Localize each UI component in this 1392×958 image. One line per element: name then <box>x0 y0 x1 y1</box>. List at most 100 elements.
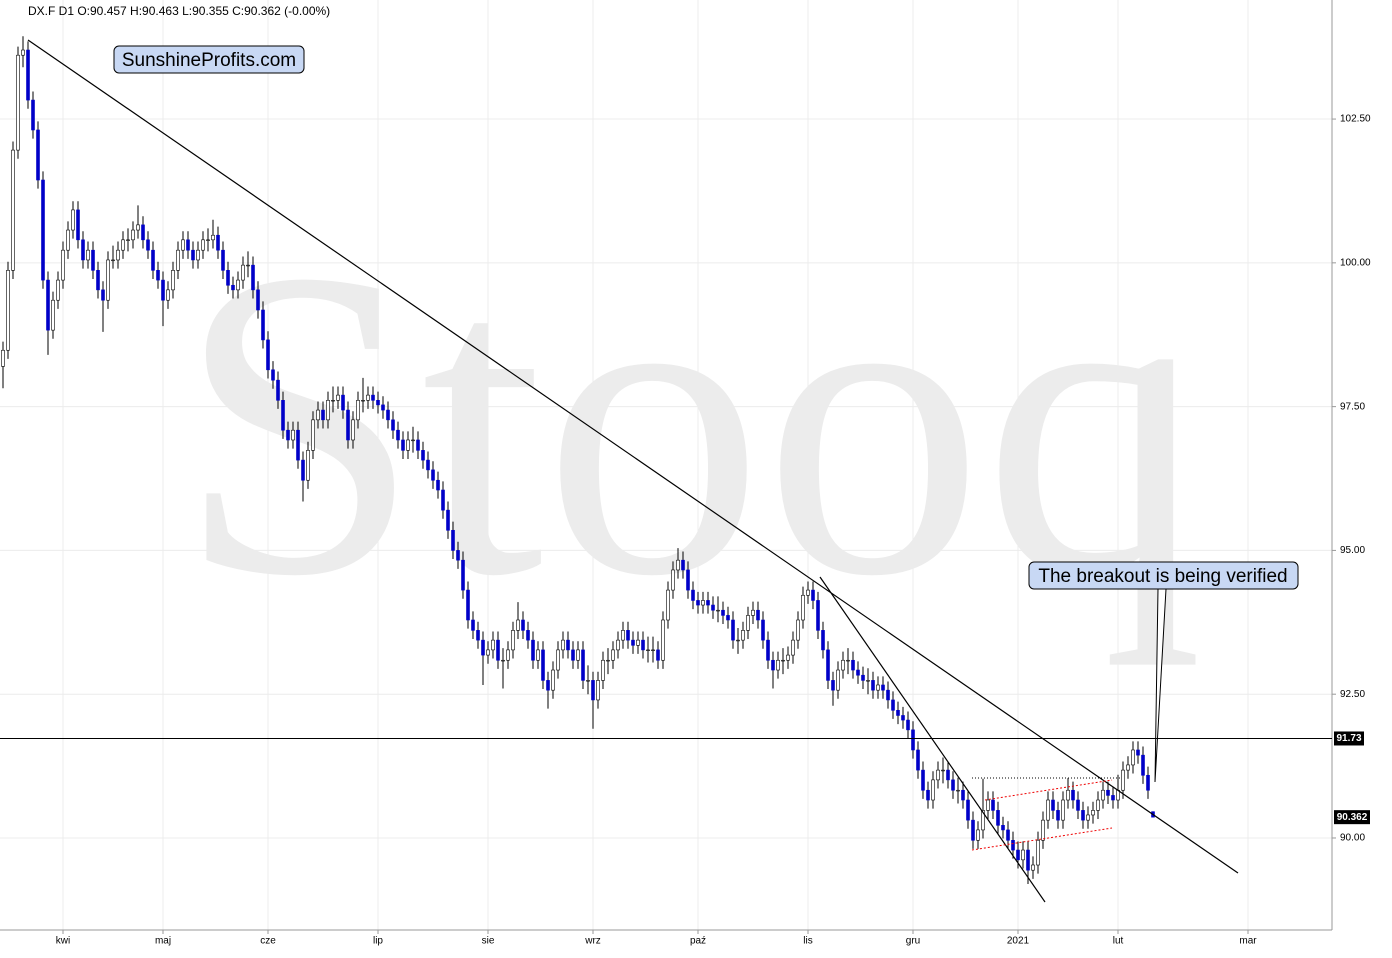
candle-body <box>961 789 965 801</box>
candle-body <box>536 649 540 661</box>
candle-body <box>691 589 695 601</box>
candle-body <box>451 529 455 551</box>
annotation-box <box>1028 561 1299 590</box>
candle-body <box>646 649 650 652</box>
candle-body <box>951 779 955 791</box>
candle-body <box>26 49 30 101</box>
candle-body <box>1061 799 1065 821</box>
candle-body <box>46 279 50 331</box>
candle-body <box>1036 839 1040 866</box>
x-tick-label: lut <box>1113 936 1124 947</box>
candle-body <box>76 209 80 241</box>
candle-body <box>686 569 690 591</box>
candle-body <box>441 489 445 511</box>
y-tick-label: 97.50 <box>1340 401 1365 412</box>
candle-body <box>931 779 935 801</box>
candle-body <box>176 249 180 271</box>
candle-body <box>816 600 820 631</box>
candle-body <box>321 409 325 421</box>
candle-body <box>706 600 710 606</box>
candle-body <box>916 749 920 771</box>
candle-body <box>186 239 190 251</box>
candle-body <box>346 409 350 441</box>
candle-body <box>236 279 240 291</box>
candle-body <box>6 270 10 351</box>
candle-body <box>996 810 1000 826</box>
annotations: SunshineProfits.com The breakout is bein… <box>113 45 1299 590</box>
candle-body <box>361 399 365 402</box>
candle-body <box>601 659 605 681</box>
candle-body <box>971 819 975 841</box>
candle-body <box>286 429 290 441</box>
candle-body <box>1076 799 1080 811</box>
candle-body <box>1011 839 1015 851</box>
candle-body <box>596 680 600 701</box>
candle-body <box>1041 819 1045 841</box>
candle-body <box>161 279 165 301</box>
candle-body <box>326 399 330 421</box>
candle-body <box>96 270 100 291</box>
candle-body <box>56 279 60 301</box>
candle-body <box>181 239 185 251</box>
candle-body <box>921 769 925 791</box>
candle-body <box>636 639 640 646</box>
candle-body <box>566 639 570 651</box>
candle-body <box>846 659 850 662</box>
candle-body <box>136 224 140 231</box>
candle-body <box>226 270 230 286</box>
candle-body <box>486 649 490 656</box>
candle-body <box>31 99 35 131</box>
candle-body <box>376 399 380 406</box>
candle-body <box>111 259 115 262</box>
candle-body <box>986 799 990 811</box>
candle-body <box>721 609 725 616</box>
candle-body <box>551 669 555 691</box>
candle-body <box>196 249 200 261</box>
candle-body <box>581 649 585 681</box>
x-tick-label: lis <box>803 936 812 947</box>
candle-body <box>51 299 55 331</box>
candle-body <box>201 239 205 251</box>
level-label: 91.73 <box>1336 733 1361 744</box>
candle-body <box>491 639 495 651</box>
candle-body <box>336 394 340 401</box>
candle-body <box>386 409 390 421</box>
trend-lines <box>27 39 1239 903</box>
chart-title: DX.F D1 O:90.457 H:90.463 L:90.355 C:90.… <box>28 4 330 18</box>
candle-body <box>651 649 655 652</box>
candle-body <box>281 399 285 431</box>
level-tag <box>1334 731 1364 746</box>
x-tick-label: 2021 <box>1007 936 1030 947</box>
candle-body <box>976 829 980 841</box>
candle-body <box>316 409 320 421</box>
candle-body <box>356 399 360 421</box>
candle-body <box>671 569 675 591</box>
candle-body <box>756 609 760 621</box>
candle-body <box>421 450 425 461</box>
candle-body <box>116 249 120 261</box>
candle-body <box>461 559 465 591</box>
candle-body <box>901 715 905 721</box>
y-tick-label: 100.00 <box>1340 257 1371 268</box>
candle-body <box>331 399 335 402</box>
candle-body <box>141 224 145 241</box>
x-tick-label: mar <box>1239 936 1257 947</box>
candle-body <box>1056 810 1060 821</box>
candle-body <box>311 419 315 451</box>
x-tick-label: paź <box>690 936 706 947</box>
candle-body <box>781 659 785 662</box>
candle-body <box>641 639 645 651</box>
candle-body <box>966 799 970 821</box>
x-tick-label: gru <box>906 936 920 947</box>
candle-body <box>936 769 940 781</box>
candle-body <box>206 239 210 241</box>
watermark: Stooq <box>177 180 1204 667</box>
candle-body <box>841 659 845 671</box>
candle-body <box>21 49 25 56</box>
candle-body <box>1001 825 1005 831</box>
candle-body <box>956 789 960 792</box>
candle-body <box>1071 789 1075 801</box>
candle-body <box>101 289 105 301</box>
y-tick-label: 95.00 <box>1340 545 1365 556</box>
